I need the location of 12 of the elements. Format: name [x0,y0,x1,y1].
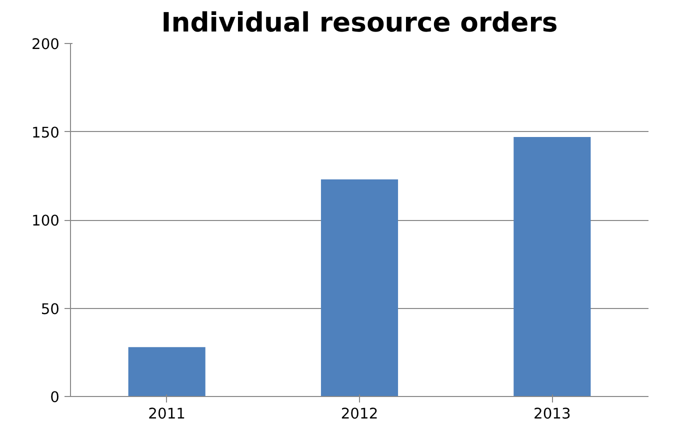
y-tick-label: 100 [32,212,60,230]
y-tick-label: 50 [40,300,60,318]
y-tick-label: 0 [50,389,60,406]
x-tick-label: 2011 [148,406,186,422]
chart-title: Individual resource orders [161,8,558,38]
bar [514,137,591,396]
bar [320,179,398,396]
bar [128,347,206,396]
y-tick-label: 200 [32,36,60,53]
y-tick-label: 150 [32,124,60,142]
x-tick-label: 2013 [534,406,571,422]
x-tick-label: 2012 [340,406,378,422]
